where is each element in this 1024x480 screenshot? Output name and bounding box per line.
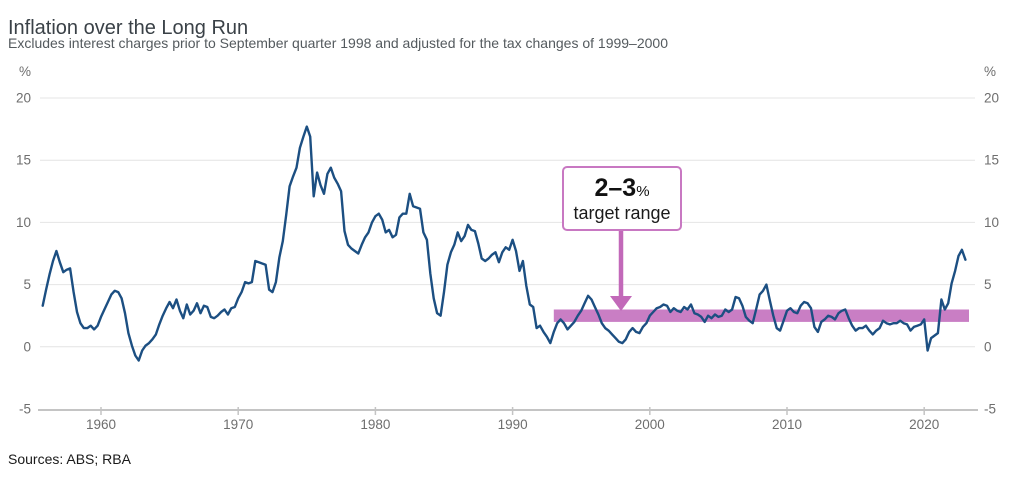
y-tick-label-left: 0 (23, 339, 31, 354)
target-band (553, 309, 969, 322)
target-range-value: 2–3% (594, 174, 649, 203)
x-tick-label: 2010 (772, 417, 802, 432)
y-axis-unit-left: % (19, 64, 31, 79)
y-tick-label-right: -5 (984, 402, 996, 417)
y-tick-label-right: 20 (984, 91, 999, 106)
y-tick-label-left: 15 (16, 153, 31, 168)
y-tick-label-left: 10 (16, 215, 31, 230)
sources-note: Sources: ABS; RBA (8, 451, 131, 467)
x-tick-label: 1970 (223, 417, 253, 432)
inflation-line (41, 125, 967, 362)
target-range-numbers: 2–3 (594, 173, 637, 202)
y-tick-label-left: -5 (19, 402, 31, 417)
target-range-label: target range (573, 202, 671, 223)
y-tick-label-right: 15 (984, 153, 999, 168)
y-axis-unit-right: % (984, 64, 996, 79)
x-tick-label: 2000 (635, 417, 665, 432)
y-tick-label-right: 0 (984, 339, 992, 354)
chart-subtitle: Excludes interest charges prior to Septe… (8, 35, 668, 51)
x-tick-label: 2020 (909, 417, 939, 432)
y-tick-label-left: 5 (23, 277, 31, 292)
target-range-annotation-box: 2–3% target range (562, 166, 682, 231)
y-tick-label-left: 20 (16, 91, 31, 106)
x-tick-label: 1980 (360, 417, 390, 432)
y-tick-label-right: 10 (984, 215, 999, 230)
page-title: Inflation over the Long Run (8, 17, 249, 40)
target-range-percent-sign: % (636, 182, 650, 200)
annotation-arrow-head (610, 296, 632, 311)
x-tick-label: 1990 (498, 417, 528, 432)
x-tick-label: 1960 (86, 417, 116, 432)
y-tick-label-right: 5 (984, 277, 992, 292)
